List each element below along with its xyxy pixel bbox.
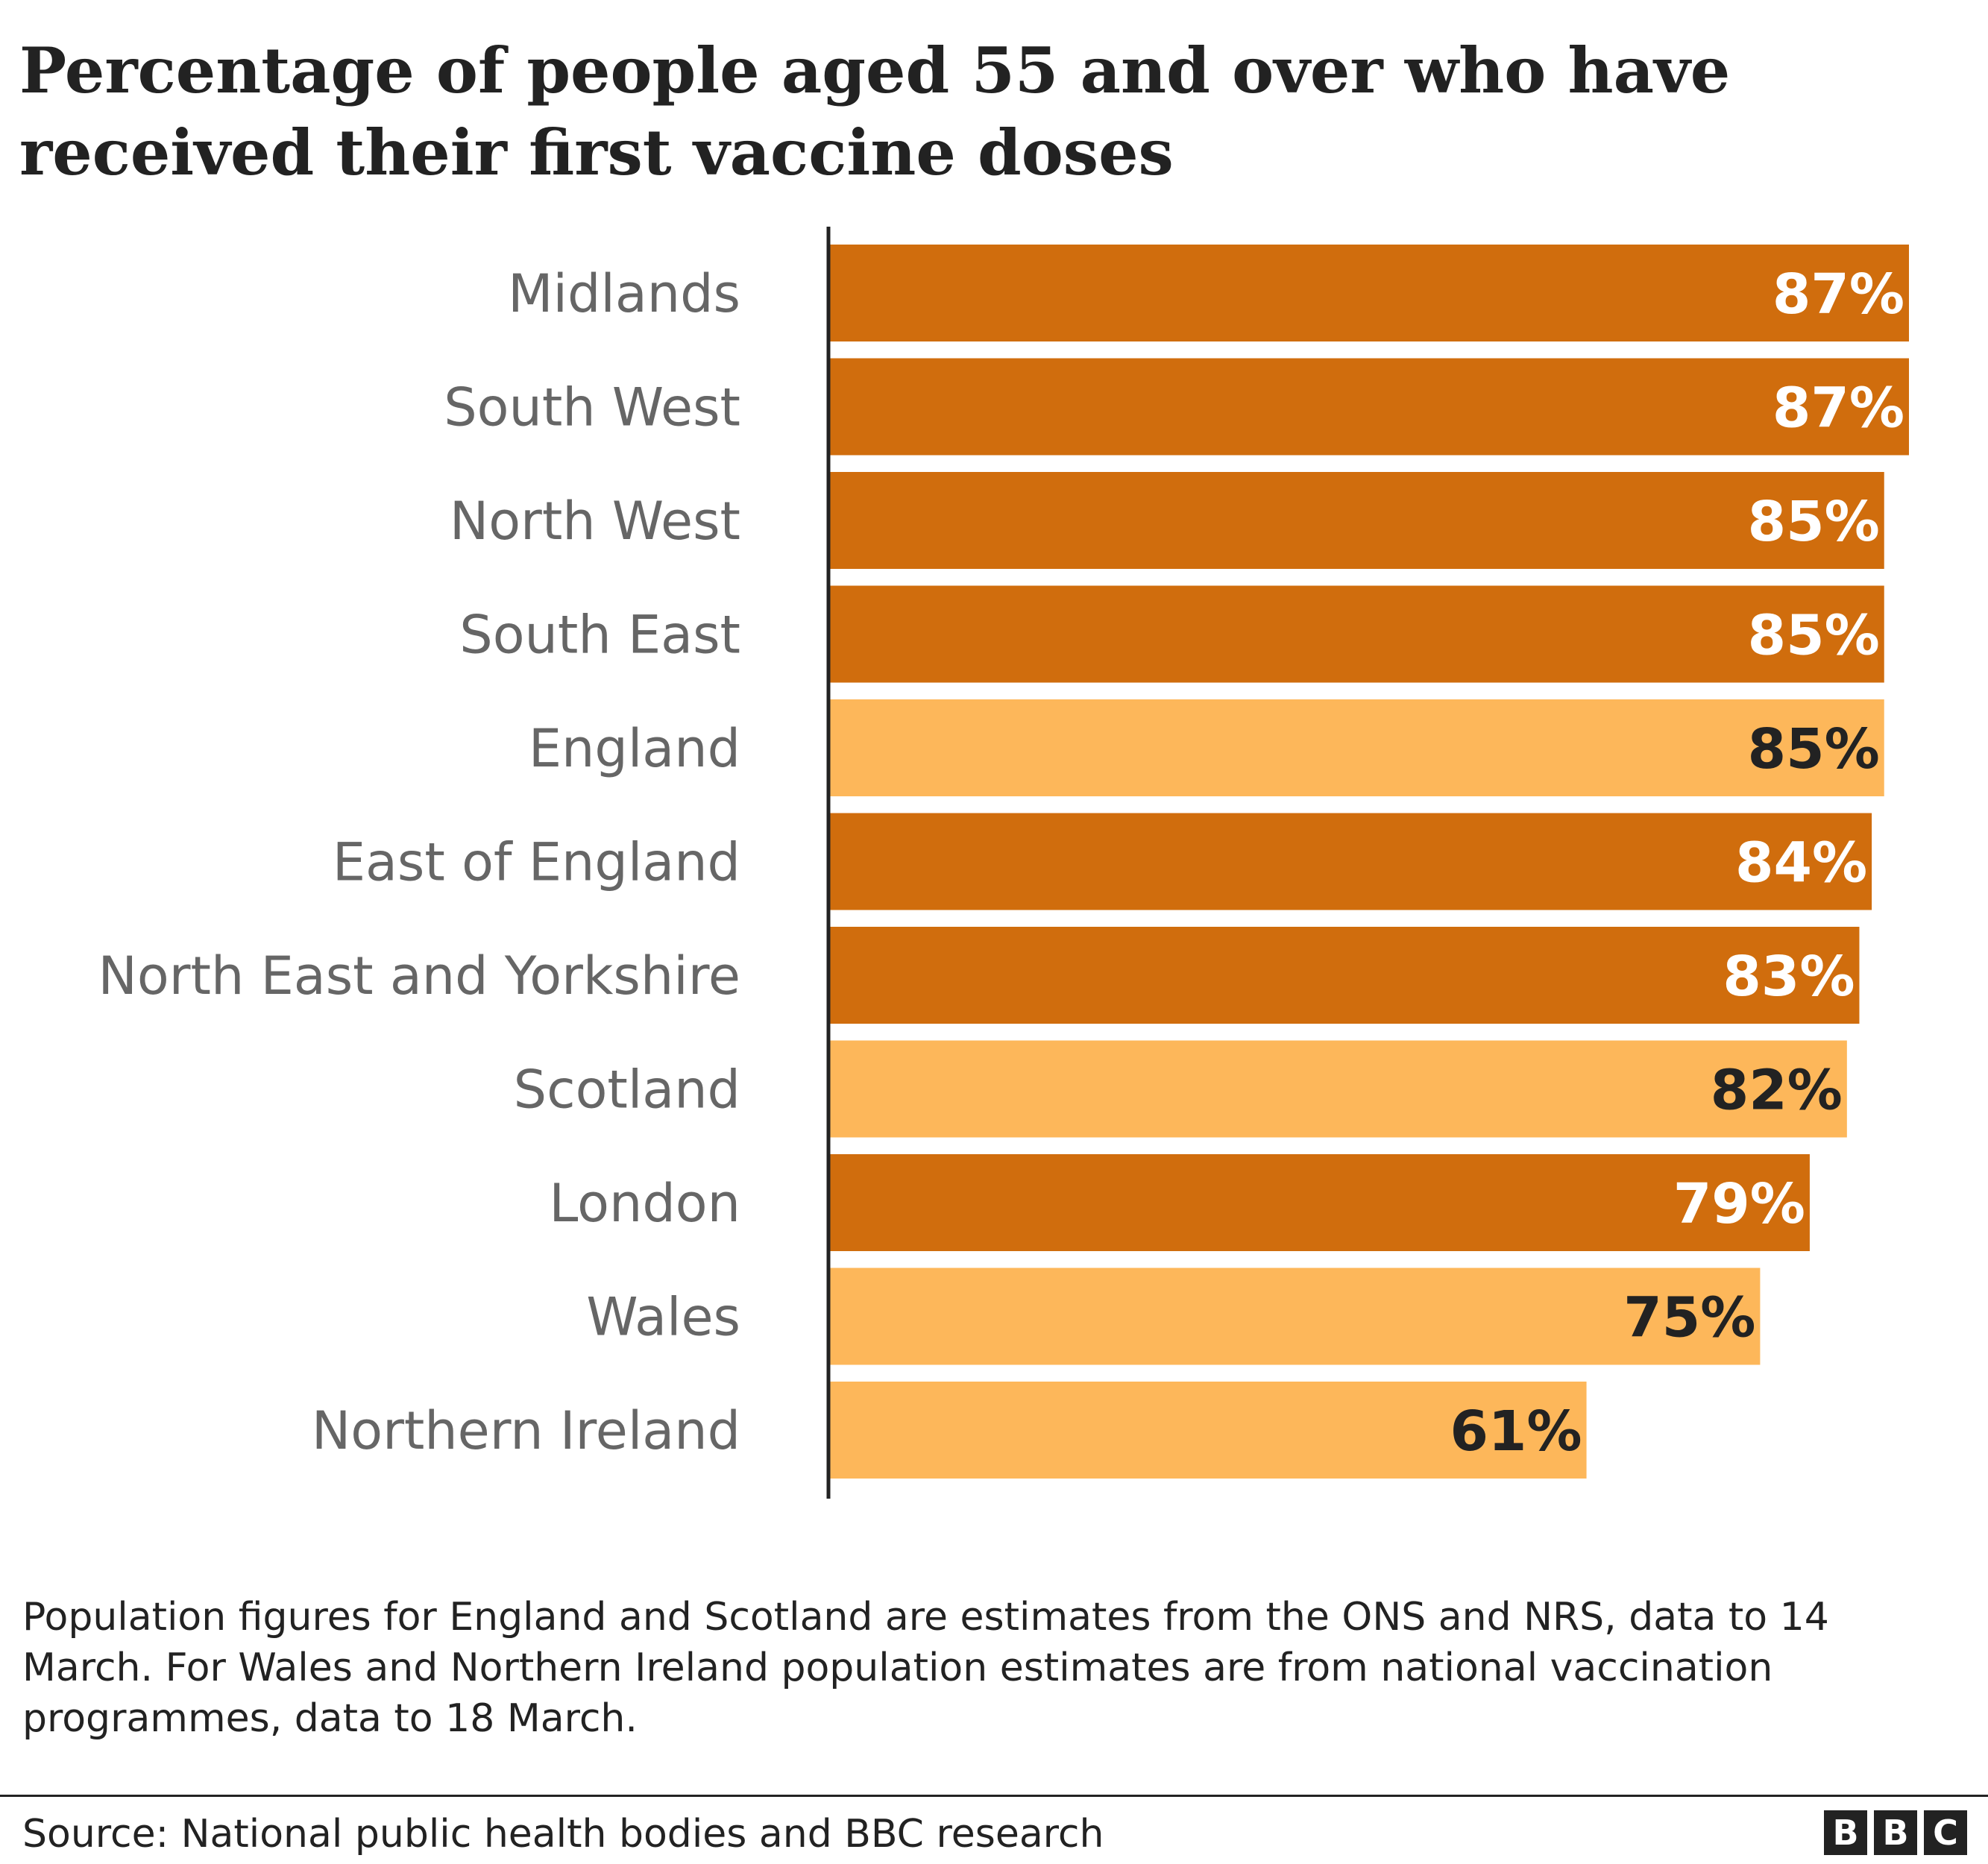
bbc-logo-block: C — [1924, 1810, 1967, 1855]
bar — [830, 1154, 1810, 1251]
value-label: 87% — [1772, 262, 1904, 327]
bbc-logo-block: B — [1874, 1810, 1917, 1855]
value-label: 87% — [1772, 377, 1904, 441]
value-label: 85% — [1748, 604, 1880, 668]
bar — [830, 927, 1860, 1024]
bar — [830, 1268, 1761, 1365]
bar — [830, 1040, 1847, 1138]
category-label: Wales — [586, 1287, 740, 1348]
category-label: London — [549, 1173, 740, 1234]
category-label: Midlands — [508, 263, 740, 324]
value-label: 82% — [1711, 1059, 1843, 1123]
bar — [830, 358, 1909, 456]
category-label: Scotland — [514, 1059, 740, 1121]
footnote: Population figures for England and Scotl… — [22, 1595, 1829, 1741]
bbc-logo-block: B — [1824, 1810, 1867, 1855]
category-label: England — [529, 718, 740, 779]
value-label: 79% — [1673, 1172, 1805, 1236]
value-label: 84% — [1735, 831, 1867, 895]
category-label: East of England — [333, 832, 740, 893]
value-label: 85% — [1748, 717, 1880, 781]
bar — [830, 699, 1884, 796]
footer-divider — [0, 1795, 1988, 1797]
source-note: Source: National public health bodies an… — [22, 1812, 1104, 1857]
bar — [830, 585, 1884, 683]
category-label: North West — [450, 491, 740, 552]
category-label: North East and Yorkshire — [98, 945, 740, 1007]
bar — [830, 245, 1909, 341]
value-label: 83% — [1723, 945, 1855, 1009]
value-label: 75% — [1623, 1286, 1755, 1350]
value-label: 85% — [1748, 490, 1880, 554]
bar — [830, 472, 1884, 569]
category-label: South West — [444, 377, 740, 438]
bar — [830, 1382, 1587, 1479]
category-label: South East — [459, 605, 740, 666]
chart-title: Percentage of people aged 55 and over wh… — [19, 34, 1731, 189]
bar — [830, 813, 1872, 910]
value-label: 61% — [1450, 1399, 1582, 1464]
bbc-logo: B B C — [1824, 1810, 1967, 1855]
category-label: Northern Ireland — [312, 1400, 740, 1461]
